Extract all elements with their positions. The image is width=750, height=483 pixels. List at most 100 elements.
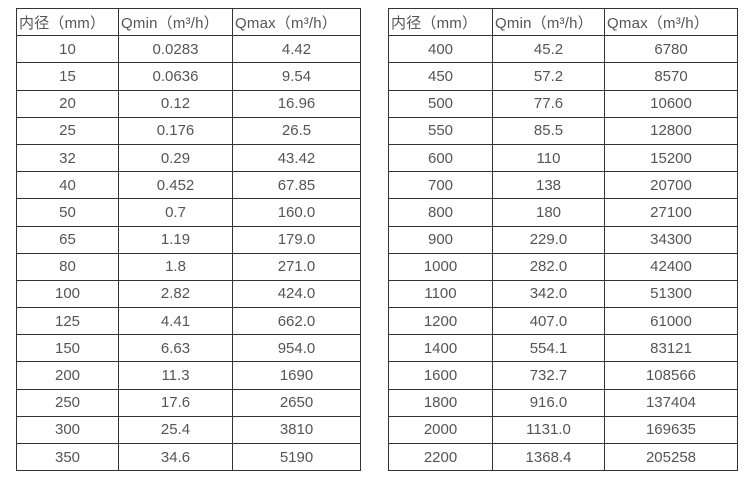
table-cell: 1600 — [388, 361, 493, 390]
table-cell: 1200 — [388, 307, 493, 336]
table-cell: 51300 — [604, 279, 738, 309]
table-cell: 25.4 — [118, 415, 233, 445]
table-cell: 43.42 — [232, 143, 361, 173]
table-row: 10 0.0283 4.42 — [16, 35, 361, 64]
table-cell: 11.3 — [118, 361, 233, 390]
table-cell: 1400 — [388, 334, 493, 363]
table-row: 20 0.12 16.96 — [16, 89, 361, 118]
header-row: 内径（mm） Qmin（m³/h） Qmax（m³/h） — [16, 7, 361, 37]
table-cell: 1.19 — [118, 225, 233, 254]
table-row: 700 138 20700 — [388, 171, 738, 200]
table-cell: 6780 — [604, 35, 738, 64]
table-cell: 45.2 — [492, 35, 605, 64]
table-row: 150 6.63 954.0 — [16, 334, 361, 363]
table-cell: 424.0 — [232, 279, 361, 309]
table-cell: 6.63 — [118, 334, 233, 363]
flow-spec-table-left: 内径（mm） Qmin（m³/h） Qmax（m³/h） 10 0.0283 4.42 1… — [16, 7, 361, 472]
table-cell: 0.0636 — [118, 62, 233, 91]
table-cell: 179.0 — [232, 225, 361, 254]
table-row: 1800 916.0 137404 — [388, 388, 738, 417]
table-cell: 1000 — [388, 252, 493, 281]
table-row: 250 17.6 2650 — [16, 388, 361, 417]
table-row: 25 0.176 26.5 — [16, 116, 361, 145]
table-row: 100 2.82 424.0 — [16, 279, 361, 309]
table-cell: 108566 — [604, 361, 738, 390]
table-cell: 10600 — [604, 89, 738, 118]
table-row: 500 77.6 10600 — [388, 89, 738, 118]
table-cell: 282.0 — [492, 252, 605, 281]
table-cell: 85.5 — [492, 116, 605, 145]
table-cell: 1100 — [388, 279, 493, 309]
table-row: 32 0.29 43.42 — [16, 143, 361, 173]
table-cell: 205258 — [604, 442, 738, 472]
table-cell: 2000 — [388, 415, 493, 445]
table-cell: 100 — [16, 279, 119, 309]
table-cell: 50 — [16, 198, 119, 227]
table-cell: 0.176 — [118, 116, 233, 145]
table-cell: 110 — [492, 143, 605, 173]
table-cell: 80 — [16, 252, 119, 281]
table-cell: 17.6 — [118, 388, 233, 417]
table-cell: 138 — [492, 171, 605, 200]
table-cell: 25 — [16, 116, 119, 145]
table-cell: 400 — [388, 35, 493, 64]
table-cell: 900 — [388, 225, 493, 254]
table-cell: 20 — [16, 89, 119, 118]
table-cell: 34300 — [604, 225, 738, 254]
table-row: 80 1.8 271.0 — [16, 252, 361, 281]
column-header: Qmax（m³/h） — [232, 7, 361, 37]
table-row: 450 57.2 8570 — [388, 62, 738, 91]
table-cell: 4.42 — [232, 35, 361, 64]
table-cell: 271.0 — [232, 252, 361, 281]
table-cell: 2200 — [388, 442, 493, 472]
table-cell: 554.1 — [492, 334, 605, 363]
table-cell: 1131.0 — [492, 415, 605, 445]
table-row: 1600 732.7 108566 — [388, 361, 738, 390]
table-cell: 916.0 — [492, 388, 605, 417]
table-row: 1200 407.0 61000 — [388, 307, 738, 336]
table-cell: 2.82 — [118, 279, 233, 309]
table-cell: 15 — [16, 62, 119, 91]
table-row: 2200 1368.4 205258 — [388, 442, 738, 472]
table-row: 350 34.6 5190 — [16, 442, 361, 472]
table-cell: 5190 — [232, 442, 361, 472]
table-row: 550 85.5 12800 — [388, 116, 738, 145]
table-cell: 0.29 — [118, 143, 233, 173]
table-cell: 4.41 — [118, 307, 233, 336]
table-cell: 550 — [388, 116, 493, 145]
table-cell: 10 — [16, 35, 119, 64]
header-row: 内径（mm） Qmin（m³/h） Qmax（m³/h） — [388, 7, 738, 37]
table-cell: 500 — [388, 89, 493, 118]
table-row: 1400 554.1 83121 — [388, 334, 738, 363]
table-row: 1000 282.0 42400 — [388, 252, 738, 281]
table-cell: 407.0 — [492, 307, 605, 336]
table-row: 400 45.2 6780 — [388, 35, 738, 64]
table-cell: 67.85 — [232, 171, 361, 200]
table-row: 15 0.0636 9.54 — [16, 62, 361, 91]
table-cell: 83121 — [604, 334, 738, 363]
table-cell: 180 — [492, 198, 605, 227]
table-cell: 9.54 — [232, 62, 361, 91]
table-cell: 20700 — [604, 171, 738, 200]
column-header: Qmin（m³/h） — [118, 7, 233, 37]
column-header: 内径（mm） — [388, 7, 493, 37]
table-cell: 42400 — [604, 252, 738, 281]
table-cell: 732.7 — [492, 361, 605, 390]
column-header: Qmin（m³/h） — [492, 7, 605, 37]
table-row: 900 229.0 34300 — [388, 225, 738, 254]
table-row: 200 11.3 1690 — [16, 361, 361, 390]
table-cell: 40 — [16, 171, 119, 200]
table-cell: 77.6 — [492, 89, 605, 118]
table-cell: 0.452 — [118, 171, 233, 200]
table-cell: 8570 — [604, 62, 738, 91]
table-row: 65 1.19 179.0 — [16, 225, 361, 254]
table-row: 40 0.452 67.85 — [16, 171, 361, 200]
table-cell: 954.0 — [232, 334, 361, 363]
table-cell: 700 — [388, 171, 493, 200]
table-cell: 229.0 — [492, 225, 605, 254]
column-header: Qmax（m³/h） — [604, 7, 738, 37]
table-row: 1100 342.0 51300 — [388, 279, 738, 309]
table-cell: 16.96 — [232, 89, 361, 118]
table-cell: 0.0283 — [118, 35, 233, 64]
